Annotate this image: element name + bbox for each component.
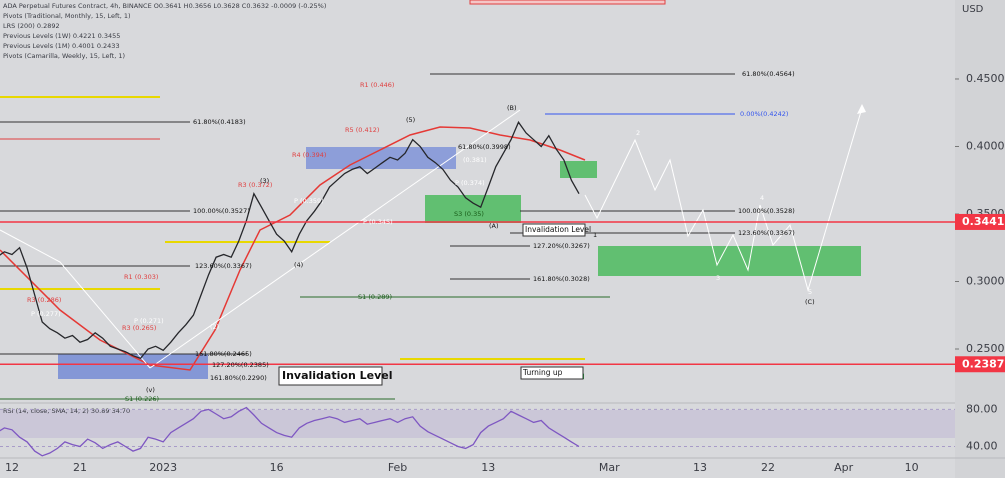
annotation: R1 (0.446) (360, 81, 394, 89)
legend-line: Pivots (Traditional, Monthly, 15, Left, … (3, 12, 131, 20)
label-box (520, 366, 584, 380)
x-tick-label: 16 (270, 461, 284, 474)
annotation: 123.60%(0.3367) (738, 229, 795, 237)
annotation: P (0.359) (294, 197, 324, 205)
legend-line: Previous Levels (1W) 0.4221 0.3455 (3, 32, 121, 40)
annotation: P (0.277) (31, 310, 61, 318)
trendline (149, 109, 521, 369)
y-tick-label: 0.4000 (966, 139, 1005, 152)
annotation: 100.00%(0.3528) (738, 207, 795, 215)
label-box (278, 366, 383, 386)
annotation: 0.00%(0.4242) (740, 110, 788, 118)
zone (425, 195, 521, 223)
label-box (522, 223, 586, 237)
annotation: R3 (0.265) (122, 324, 156, 332)
annotation: S1 (0.226) (125, 395, 159, 403)
legend-header: ADA Perpetual Futures Contract, 4h, BINA… (3, 1, 326, 61)
annotation: 61.80%(0.4183) (193, 118, 246, 126)
price-tag (955, 356, 1005, 373)
zone (58, 354, 208, 379)
annotation: R4 (0.394) (292, 151, 326, 159)
x-tick-label: Mar (599, 461, 620, 474)
x-tick-label: 21 (73, 461, 87, 474)
trendline (0, 229, 151, 369)
projection-arrow (857, 104, 866, 114)
annotation: P (0.374) (455, 179, 485, 187)
x-tick-label: 13 (693, 461, 707, 474)
annotation: S1 (0.289) (358, 293, 392, 301)
annotation: 127.20%(0.2385) (212, 361, 269, 369)
annotation: Turning up (522, 368, 563, 377)
price-tag-label: 0.3441 (962, 215, 1004, 228)
x-tick-label: 2023 (149, 461, 177, 474)
x-tick-label: Apr (834, 461, 854, 474)
price-axis (955, 0, 1005, 478)
annotation: R3 (0.372) (238, 181, 272, 189)
zone (469, 0, 666, 5)
annotation: 4 (760, 194, 764, 202)
legend-line: LRS (200) 0.2892 (3, 22, 60, 30)
annotation: (5) (406, 116, 415, 124)
annotation: 161.80%(0.3028) (533, 275, 590, 283)
y-tick-label: 40.00 (966, 439, 998, 452)
annotation: (3) (260, 177, 269, 185)
price-tag-label: 0.2387 (962, 357, 1004, 370)
annotation: 161.80%(0.2465) (195, 350, 252, 358)
annotation: 1 (593, 231, 597, 239)
annotation: (B) (507, 104, 517, 112)
zone (598, 246, 861, 276)
y-tick-label: 0.4500 (966, 72, 1005, 85)
annotation: 2 (636, 129, 640, 137)
annotation: (A) (489, 222, 499, 230)
annotation: R1 (0.303) (124, 273, 158, 281)
series-line (0, 120, 580, 360)
annotation: 61.80%(0.4564) (742, 70, 795, 78)
y-tick-label: 80.00 (966, 402, 998, 415)
annotation: Invalidation Level (282, 369, 392, 382)
x-tick-label: 22 (761, 461, 775, 474)
annotation: R5 (0.412) (345, 126, 379, 134)
annotation: (C) (805, 298, 815, 306)
legend-line: Pivots (Camarilla, Weekly, 15, Left, 1) (3, 52, 126, 60)
y-tick-label: 0.3000 (966, 274, 1005, 287)
x-tick-label: 10 (905, 461, 919, 474)
annotation: (4) (294, 261, 303, 269)
rsi-band (0, 410, 955, 438)
price-tag (955, 213, 1005, 230)
annotation: 127.20%(0.3267) (533, 242, 590, 250)
y-tick-label: 0.2500 (966, 342, 1005, 355)
x-tick-label: 12 (5, 461, 19, 474)
legend-line: Previous Levels (1M) 0.4001 0.2433 (3, 42, 120, 50)
annotation: (2) (210, 323, 219, 331)
annotation: R3 (0.286) (27, 296, 61, 304)
levels (0, 73, 735, 400)
annotation: P (0.271) (134, 317, 164, 325)
legend-line: ADA Perpetual Futures Contract, 4h, BINA… (3, 2, 327, 10)
annotation: 123.60%(0.3367) (195, 262, 252, 270)
annotation: 100.00%(0.3527) (193, 207, 250, 215)
annotation: 161.80%(0.2290) (210, 374, 267, 382)
series-line (0, 406, 580, 457)
annotation: S3 (0.35) (454, 210, 484, 218)
projection (584, 107, 863, 292)
annotation: 3 (716, 274, 720, 282)
annotation: Invalidation Level (525, 225, 591, 234)
annotation: (0.381) (463, 156, 487, 164)
rsi-title: RSI (14, close, SMA, 14, 2) 30.89 34.70 (3, 407, 130, 415)
annotation: 5 (808, 288, 812, 296)
annotation: 61.80%(0.3998) (458, 143, 511, 151)
annotation: (v) (146, 386, 155, 394)
annotation: P (0.345) (363, 218, 393, 226)
x-tick-label: Feb (388, 461, 407, 474)
zone (306, 147, 456, 169)
x-tick-label: 13 (481, 461, 495, 474)
axis-unit: USD (962, 4, 984, 15)
